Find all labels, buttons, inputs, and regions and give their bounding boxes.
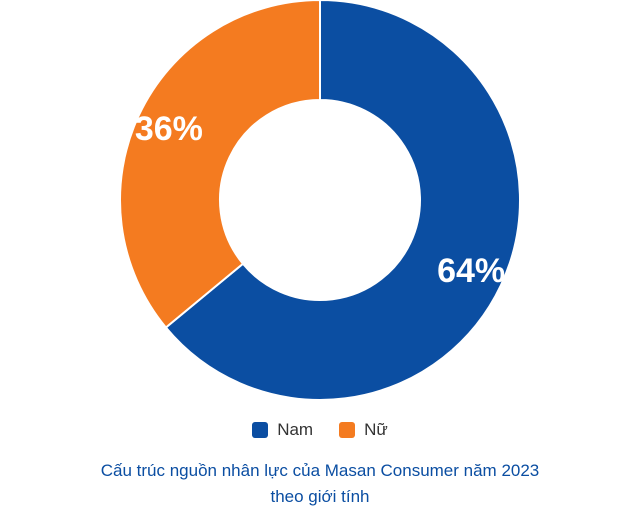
caption-line-2: theo giới tính bbox=[270, 487, 370, 506]
legend-item-nam[interactable]: Nam bbox=[252, 420, 313, 440]
legend-swatch-nu bbox=[339, 422, 356, 438]
caption-line-1: Cấu trúc nguồn nhân lực của Masan Consum… bbox=[100, 461, 540, 480]
donut-svg: 64% 36% bbox=[119, 0, 521, 400]
chart-caption: Cấu trúc nguồn nhân lực của Masan Consum… bbox=[0, 458, 640, 510]
slice-label-nu: 36% bbox=[135, 110, 203, 148]
legend-label-nu: Nữ bbox=[364, 420, 388, 439]
legend: Nam Nữ bbox=[0, 417, 640, 443]
slice-label-nam: 64% bbox=[437, 252, 505, 290]
legend-label-nam: Nam bbox=[277, 420, 314, 439]
legend-item-nu[interactable]: Nữ bbox=[339, 420, 388, 440]
slice-nam[interactable] bbox=[164, 0, 521, 400]
slice-nu[interactable] bbox=[119, 0, 321, 329]
legend-swatch-nam bbox=[252, 422, 269, 438]
